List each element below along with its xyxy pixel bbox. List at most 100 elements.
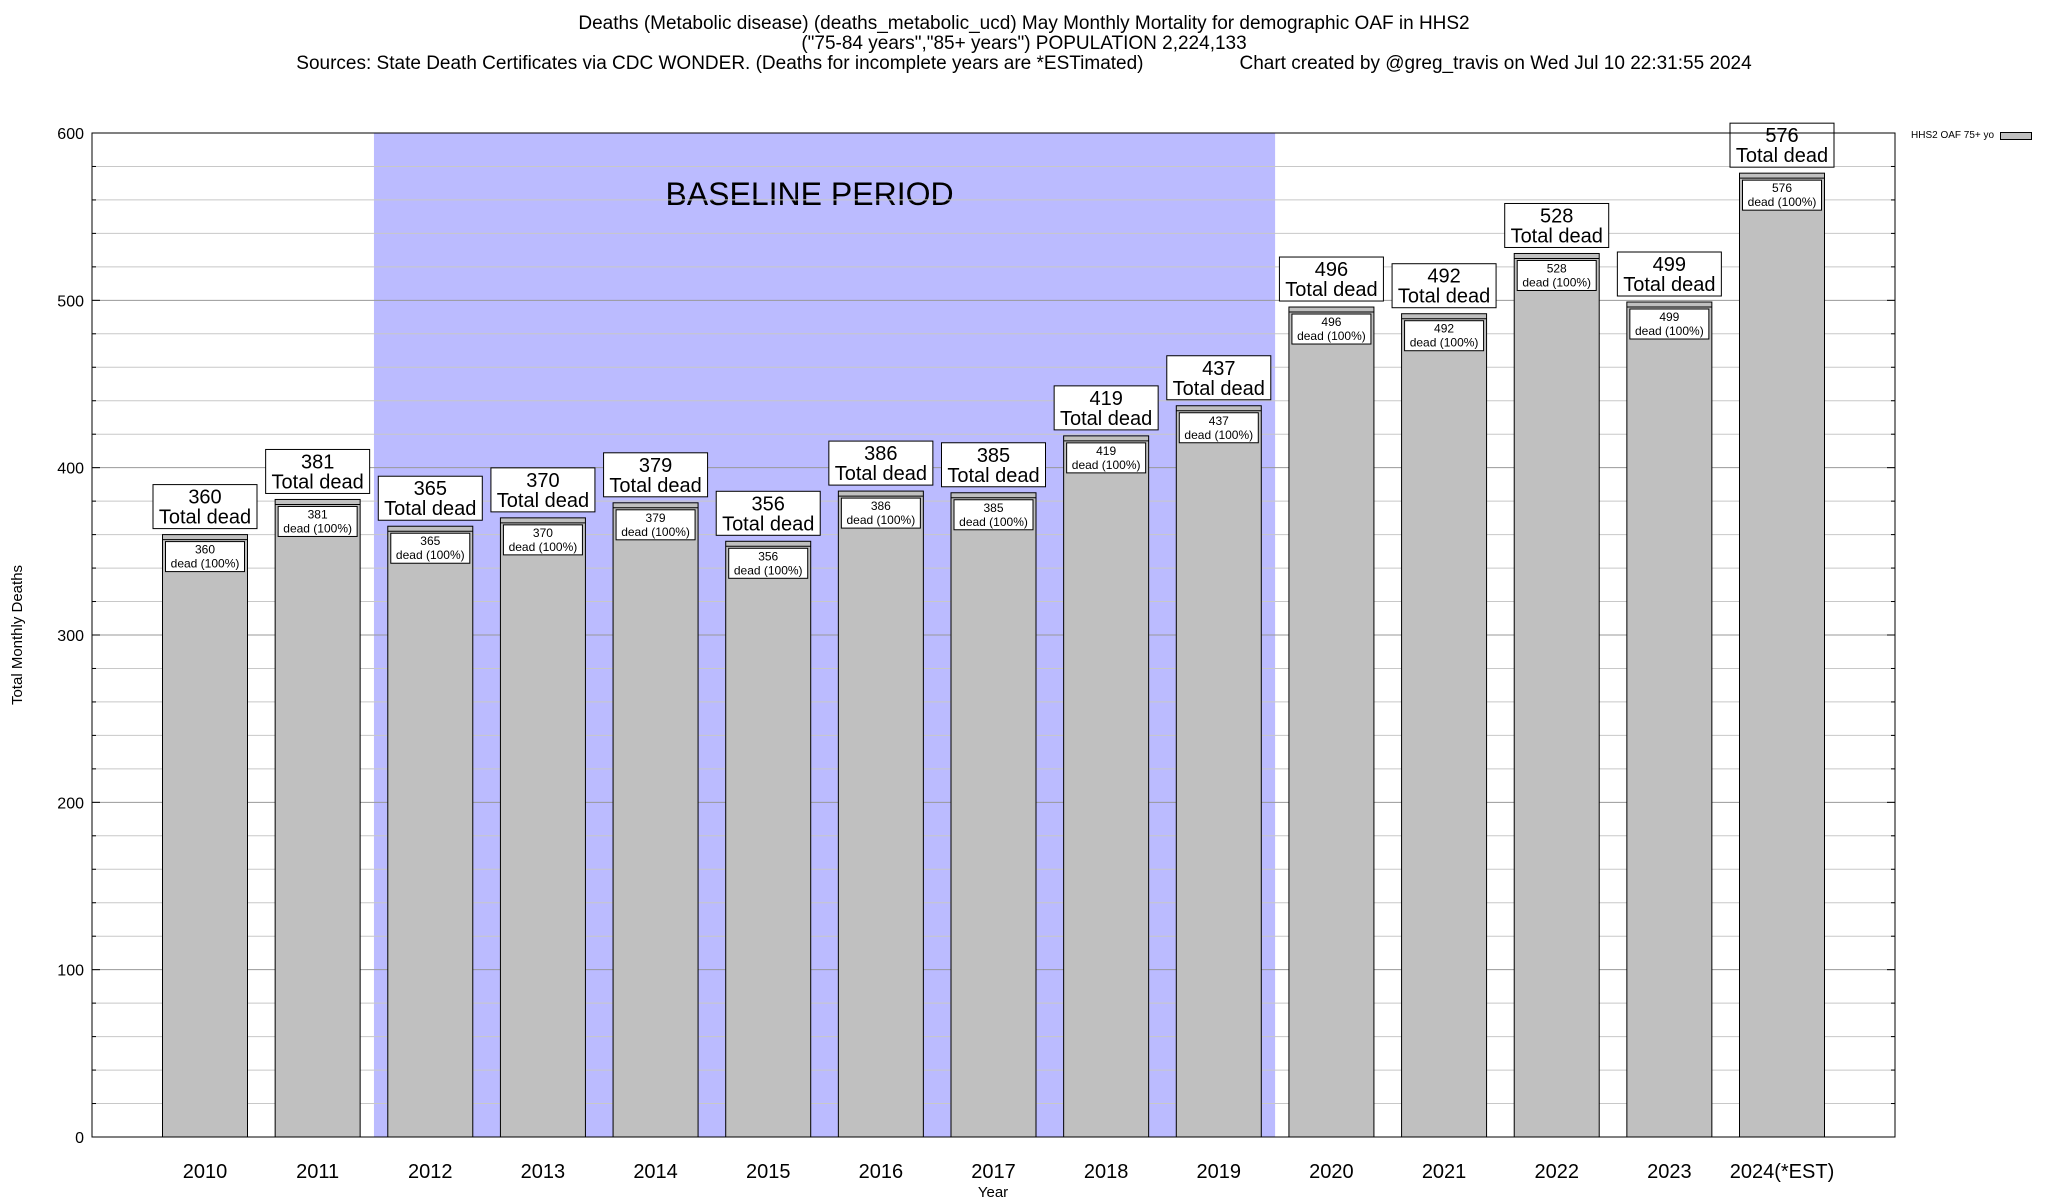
bar-total-text: Total dead (159, 507, 251, 529)
legend-swatch (2000, 131, 2033, 140)
bar-total-value: 381 (301, 451, 334, 473)
bar-inner-label-box (840, 497, 921, 529)
bar-inner-value: 419 (1096, 444, 1116, 458)
y-tick-label: 400 (57, 461, 84, 478)
x-tick-label: 2019 (1197, 1161, 1242, 1183)
x-tick-label: 2014 (633, 1161, 678, 1183)
bar-inner-text: dead (100%) (621, 525, 690, 539)
x-tick-label: 2018 (1084, 1161, 1129, 1183)
bar-total-value: 492 (1427, 266, 1460, 288)
bar-total-label-box (715, 490, 821, 536)
bar-inner-value: 492 (1434, 322, 1454, 336)
chart-source-line: Sources: State Death Certificates via CD… (0, 54, 2048, 74)
bar-inner-value: 381 (308, 507, 328, 521)
bar-inner-text: dead (100%) (1297, 329, 1366, 343)
bar-total-label-box (1278, 256, 1384, 302)
bar-inner-label-box (1629, 308, 1710, 340)
bar-inner-text: dead (100%) (734, 563, 803, 577)
bar-inner-label-box (1516, 259, 1597, 291)
bar-total-label-box (1504, 202, 1610, 248)
bar-total-text: Total dead (722, 513, 814, 535)
bar-inner-label-box (165, 541, 245, 573)
x-tick-label: 2022 (1534, 1161, 1579, 1183)
bar-total-value: 365 (414, 478, 447, 500)
bar-total-label-box (1053, 385, 1159, 431)
bar-inner-label-box (615, 509, 696, 541)
legend: HHS2 OAF 75+ yo (1911, 130, 2033, 141)
bar-inner-text: dead (100%) (1635, 324, 1704, 338)
chart-credit: Chart created by @greg_travis on Wed Jul… (1239, 53, 1752, 74)
bar-inner-label-box (1178, 412, 1259, 444)
bar (612, 502, 699, 1138)
bar-total-text: Total dead (609, 475, 701, 497)
bar (274, 498, 361, 1138)
bar-total-text: Total dead (271, 471, 363, 493)
bar-total-label-box (1166, 355, 1272, 401)
bar-total-text: Total dead (947, 465, 1039, 487)
plot-frame (91, 132, 1896, 1138)
bar-total-value: 370 (526, 470, 559, 492)
bar-inner-text: dead (100%) (171, 557, 240, 571)
bar-inner-text: dead (100%) (396, 548, 465, 562)
bar-inner-value: 528 (1547, 261, 1567, 275)
bar-total-label-box (828, 440, 934, 486)
bar-total-text: Total dead (1736, 145, 1828, 167)
x-tick-label: 2017 (971, 1161, 1016, 1183)
bar-total-text: Total dead (1623, 274, 1715, 296)
bar (1288, 306, 1375, 1138)
bar-total-text: Total dead (384, 498, 476, 520)
bar-total-value: 576 (1765, 125, 1798, 147)
bar-inner-text: dead (100%) (283, 521, 352, 535)
bar-total-value: 385 (977, 445, 1010, 467)
bar-total-label-box (1616, 251, 1722, 297)
bar-inner-text: dead (100%) (1410, 336, 1479, 350)
bar-total-text: Total dead (1398, 286, 1490, 308)
y-tick-label: 500 (57, 293, 84, 310)
bar (950, 492, 1037, 1138)
x-tick-label: 2024(*EST) (1730, 1161, 1835, 1183)
bar-total-label-box (603, 452, 709, 498)
bar-total-value: 528 (1540, 205, 1573, 227)
bar-total-label-box (1729, 122, 1835, 168)
chart-title: Deaths (Metabolic disease) (deaths_metab… (578, 13, 1470, 34)
bar-inner-label-box (728, 547, 809, 579)
bar-inner-value: 360 (195, 543, 215, 557)
y-axis-label: Total Monthly Deaths (9, 565, 26, 705)
x-tick-label: 2010 (183, 1161, 228, 1183)
bar-inner-text: dead (100%) (509, 540, 578, 554)
bar-total-text: Total dead (1060, 408, 1152, 430)
bar-inner-value: 496 (1321, 315, 1341, 329)
x-tick-label: 2011 (296, 1161, 339, 1183)
bar-inner-value: 356 (758, 549, 778, 563)
bar (1739, 172, 1825, 1138)
bar-total-label-box (377, 475, 483, 521)
bar-inner-value: 499 (1659, 310, 1679, 324)
y-tick-label: 300 (57, 628, 84, 645)
x-tick-label: 2012 (408, 1161, 453, 1183)
bar-total-label-box (490, 467, 596, 513)
y-tick-label: 600 (57, 126, 84, 143)
bar-inner-text: dead (100%) (959, 515, 1028, 529)
bar-total-text: Total dead (1511, 225, 1603, 247)
bar-inner-label-box (277, 505, 358, 537)
bar-inner-text: dead (100%) (1748, 195, 1817, 209)
bar-inner-value: 386 (871, 499, 891, 513)
bar-total-value: 496 (1315, 259, 1348, 281)
y-tick-label: 0 (75, 1130, 84, 1147)
y-tick-label: 100 (57, 963, 84, 980)
bar (1401, 313, 1488, 1138)
bar-total-text: Total dead (497, 490, 589, 512)
bar-total-label-box (152, 484, 258, 530)
bar-total-text: Total dead (1285, 279, 1377, 301)
bar-total-value: 386 (864, 443, 897, 465)
bar-total-label-box (1391, 263, 1497, 309)
x-tick-label: 2016 (859, 1161, 904, 1183)
bar-inner-value: 576 (1772, 181, 1792, 195)
bar (499, 517, 586, 1138)
bar-total-text: Total dead (835, 463, 927, 485)
chart-subtitle: ("75-84 years","85+ years") POPULATION 2… (801, 33, 1247, 54)
bar-inner-label-box (502, 524, 583, 556)
bar (1626, 301, 1713, 1138)
bar-inner-text: dead (100%) (846, 513, 915, 527)
